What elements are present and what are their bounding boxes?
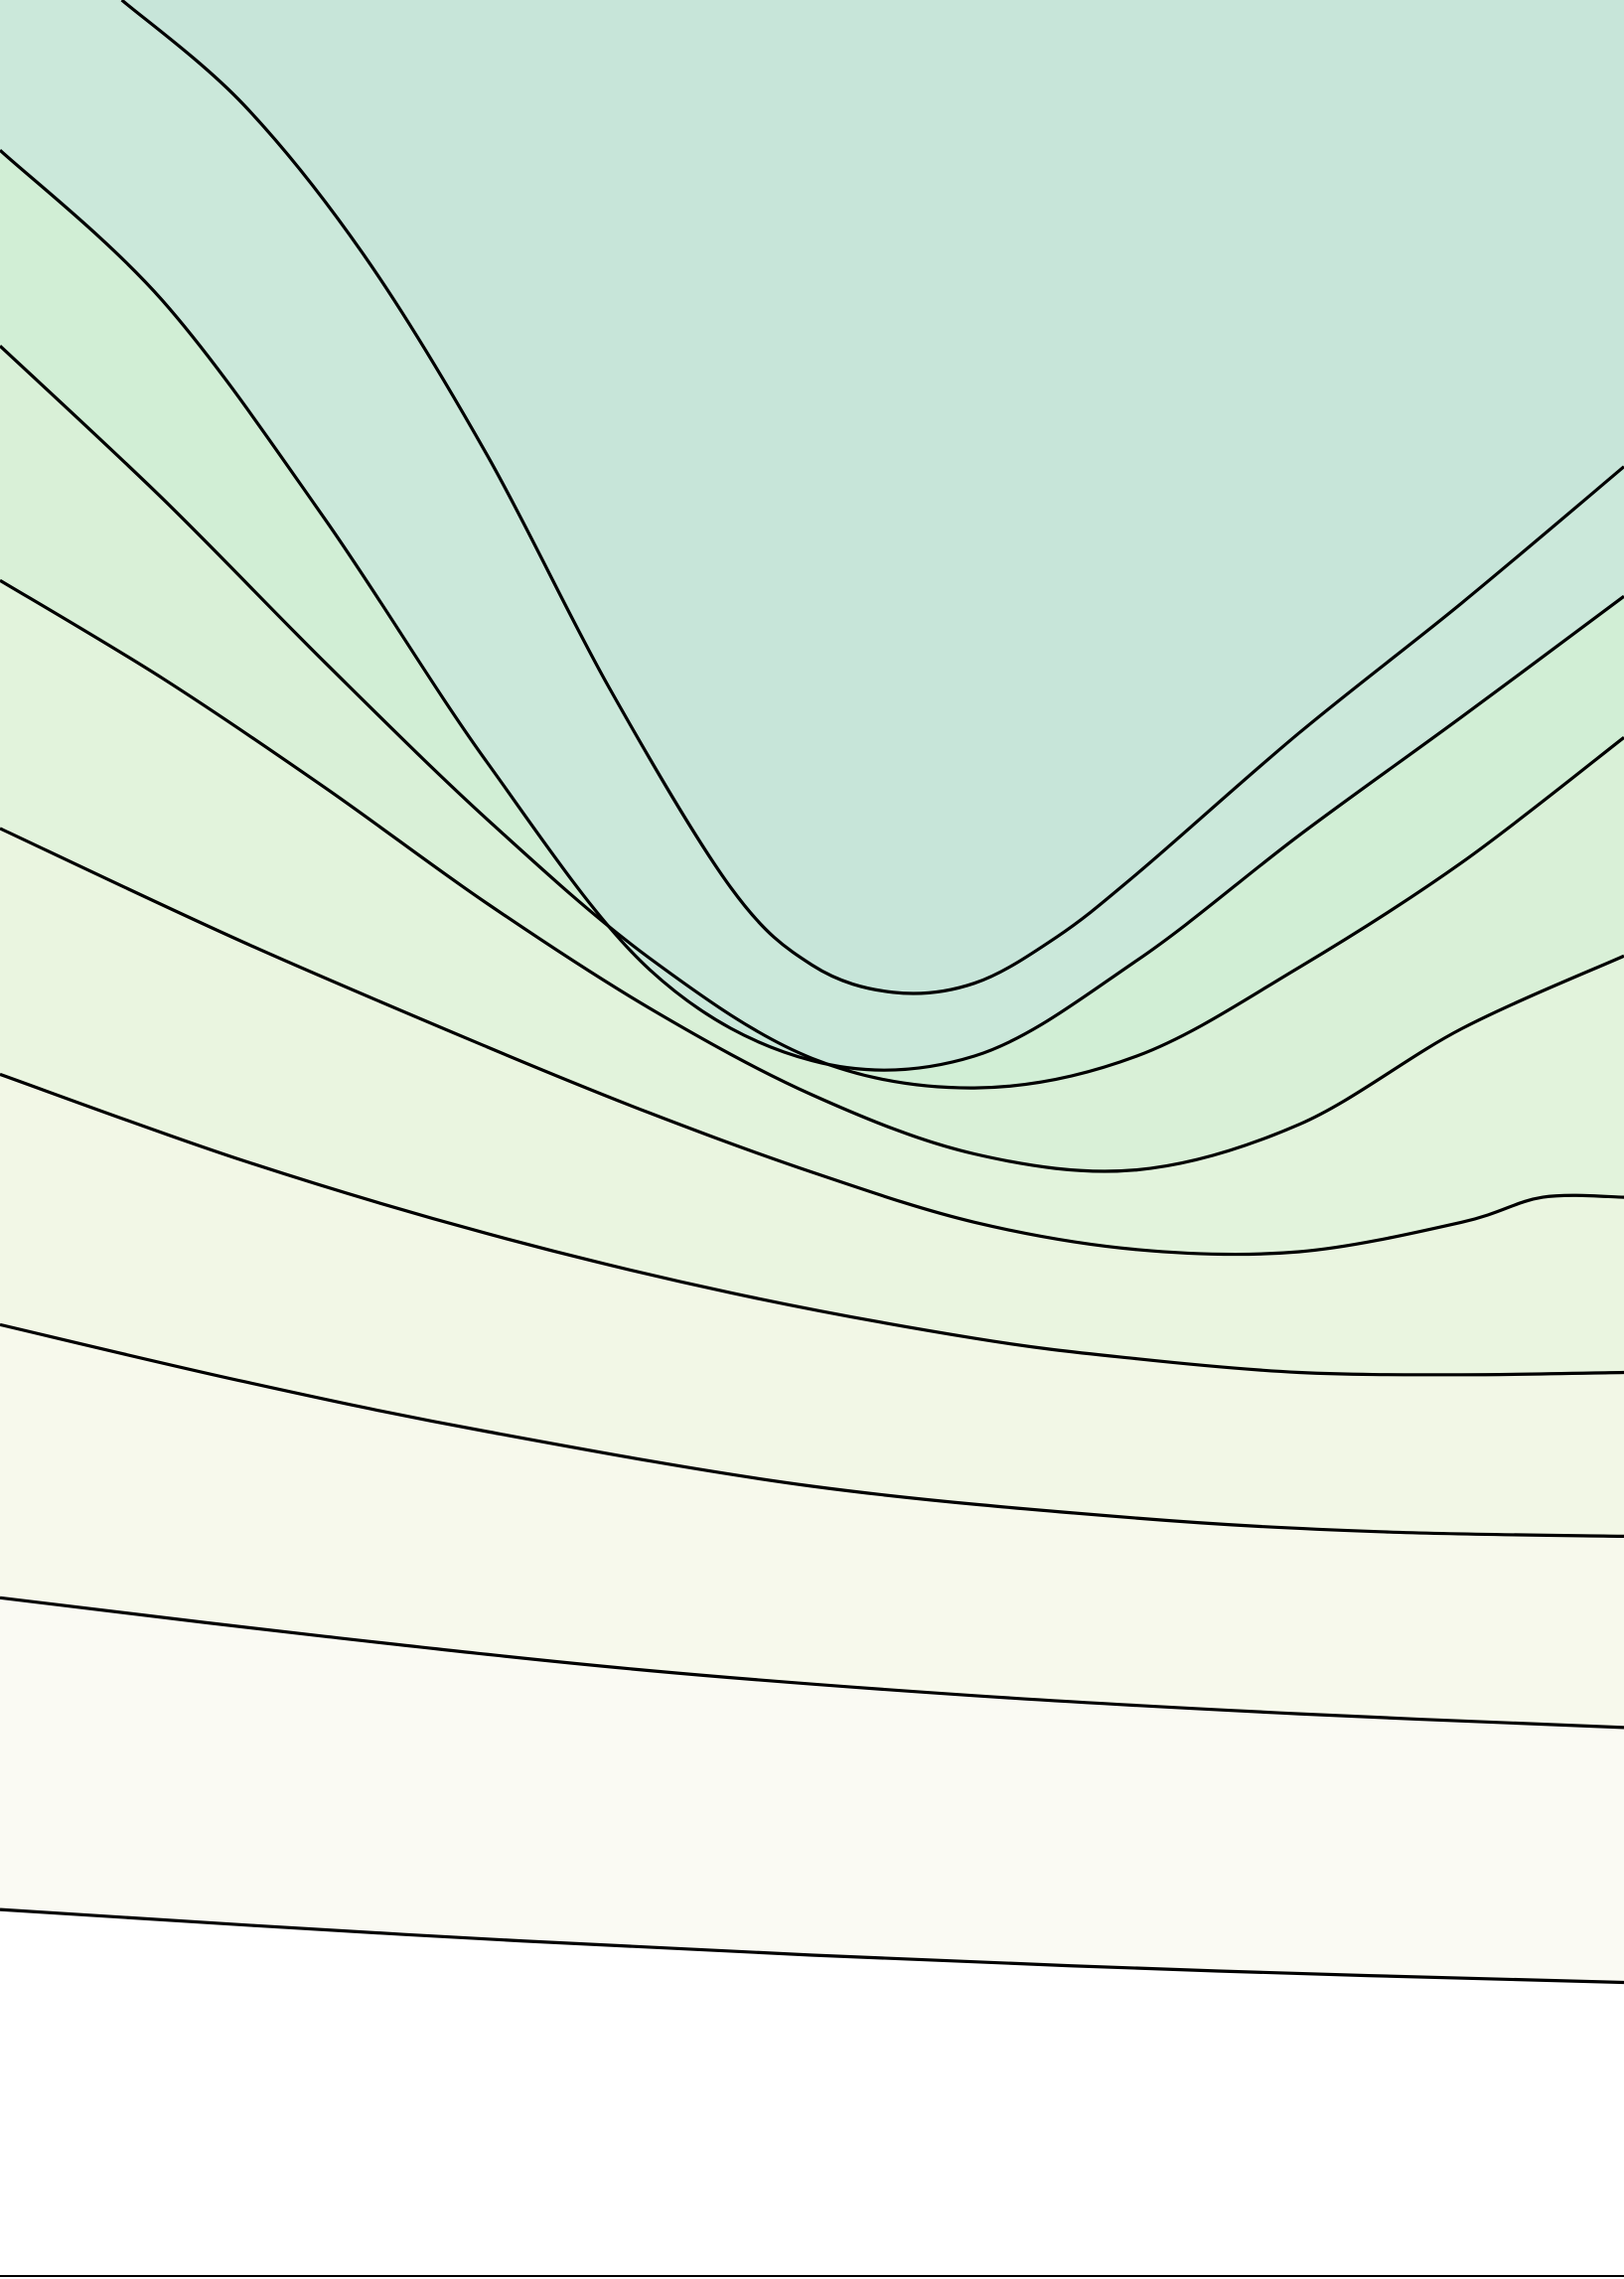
contour-line-7	[0, 345, 1624, 1090]
contour-line-4	[0, 1072, 1624, 1377]
contour-line-5	[0, 827, 1624, 1257]
contour-line-3	[0, 1322, 1624, 1538]
contour-line-2	[0, 1595, 1624, 1730]
contour-line-6	[0, 578, 1624, 1173]
contour-line-9	[120, 0, 1624, 995]
contour-band-10	[121, 0, 1624, 993]
contour-lines	[0, 0, 1624, 1985]
contour-line-8	[0, 149, 1624, 1072]
contour-line-1	[0, 1907, 1624, 1985]
